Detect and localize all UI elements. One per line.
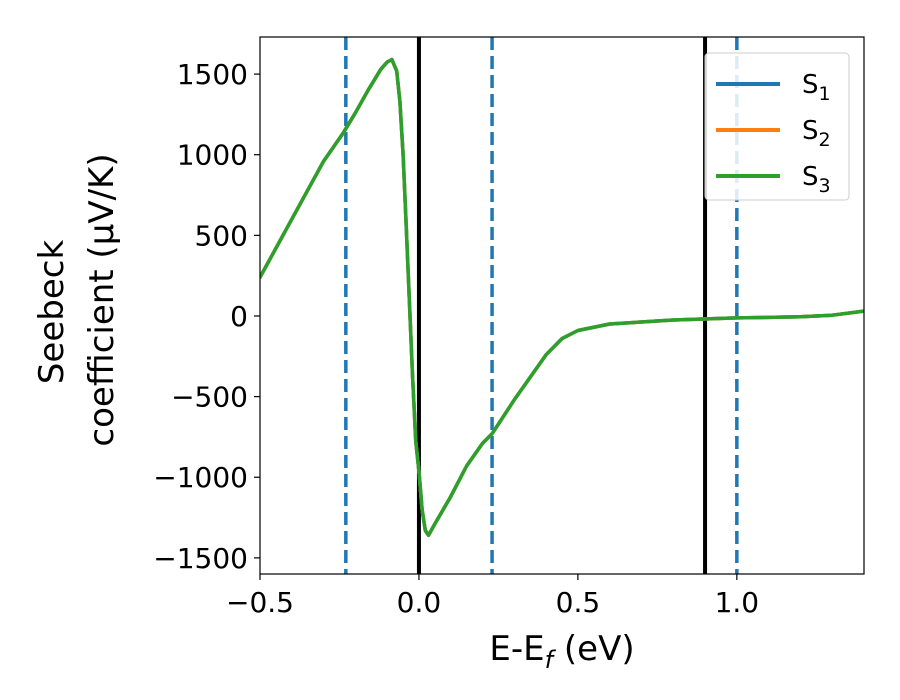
series-line-s3 (260, 57, 864, 538)
y-tick-label: 500 (195, 219, 248, 252)
x-tick-label: −0.5 (226, 586, 294, 619)
legend-label-s1: S1 (802, 70, 831, 105)
x-tick-label: 0.0 (397, 586, 442, 619)
x-tick-label: 0.5 (556, 586, 601, 619)
y-axis-label-line1: Seebeck (32, 240, 72, 385)
y-tick-label: −500 (171, 381, 248, 414)
y-tick-label: −1500 (153, 542, 248, 575)
y-tick-label: 1000 (177, 139, 248, 172)
reference-lines (344, 37, 739, 574)
y-tick-label: 1500 (177, 58, 248, 91)
x-tick-label: 1.0 (715, 586, 760, 619)
x-axis-label: E-Ef (eV) (489, 629, 634, 674)
x-axis-label-tail: (eV) (553, 629, 635, 669)
x-axis-label-main: E-E (489, 629, 544, 669)
legend: S1 S2 S3 (704, 52, 850, 201)
legend-box (704, 52, 850, 201)
legend-label-s2: S2 (802, 116, 831, 151)
legend-label-s3: S3 (802, 162, 831, 197)
series-lines (260, 57, 864, 538)
y-tick-label: −1000 (153, 461, 248, 494)
y-tick-label: 0 (230, 300, 248, 333)
y-axis: −1500 −1000 −500 0 500 1000 1500 (153, 58, 260, 575)
plot-frame (259, 36, 865, 575)
y-axis-label-line2: coefficient (μV/K) (82, 153, 122, 446)
x-axis: −0.5 0.0 0.5 1.0 (226, 574, 759, 619)
